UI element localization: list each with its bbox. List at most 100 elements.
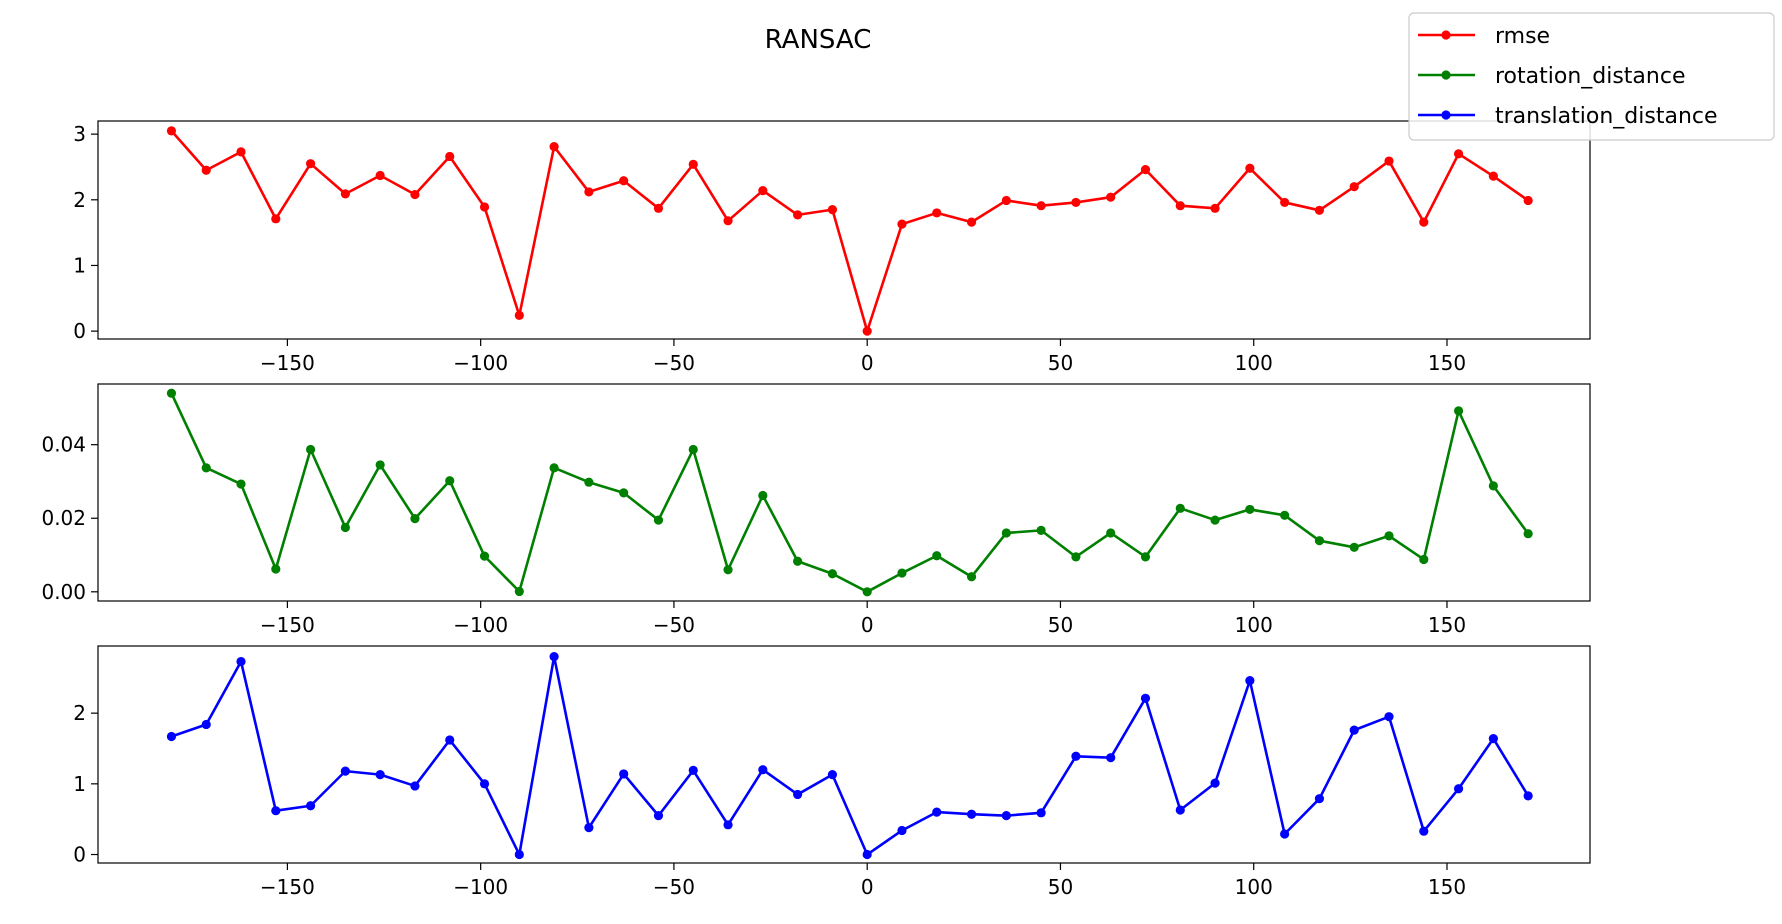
y-tick-label: 0 (73, 843, 86, 867)
data-point-translation_distance (897, 825, 907, 836)
x-tick-label: −50 (653, 875, 695, 899)
data-point-translation_distance (375, 770, 385, 780)
legend: rmse rotation_distance translation_distanc… (1408, 12, 1775, 141)
data-point-rmse (410, 189, 420, 200)
data-point-rotation_distance (1071, 552, 1081, 562)
legend-label-rotation_distance: rotation_distance (1495, 64, 1686, 89)
data-point-rmse (1314, 205, 1325, 215)
data-point-rmse (584, 187, 594, 197)
data-point-rotation_distance (1384, 531, 1394, 541)
data-point-rmse (723, 216, 733, 226)
data-point-rotation_distance (201, 463, 211, 473)
data-point-rmse (1488, 171, 1498, 181)
data-point-rotation_distance (584, 477, 594, 487)
data-point-rmse (1175, 201, 1185, 211)
data-point-rotation_distance (758, 490, 768, 501)
data-point-translation_distance (1384, 712, 1394, 722)
series-line-rmse (170, 129, 1529, 333)
subplot-rmse: 0 1 2 3 −150 −100 −50 0 50 100 150 (73, 120, 1591, 375)
series-line-translation_distance (171, 655, 1530, 856)
data-point-rotation_distance (271, 564, 281, 574)
data-point-rotation_distance (1419, 554, 1429, 565)
x-tick-label: −100 (453, 351, 508, 375)
data-point-translation_distance (1210, 778, 1220, 788)
data-point-translation_distance (340, 766, 350, 776)
x-tick-label: 0 (861, 351, 874, 375)
data-point-translation_distance (966, 809, 977, 819)
legend-box (1408, 12, 1775, 141)
data-point-translation_distance (619, 769, 629, 779)
data-point-rotation_distance (1314, 536, 1325, 546)
data-point-rotation_distance (827, 569, 838, 579)
data-point-rmse (514, 310, 524, 320)
x-tick-label: 50 (1048, 875, 1073, 899)
data-point-rmse (375, 170, 385, 181)
data-point-translation_distance (1349, 725, 1359, 735)
data-point-rmse (653, 203, 664, 213)
data-point-rotation_distance (1453, 406, 1464, 416)
data-point-translation_distance (1071, 751, 1081, 761)
data-point-rotation_distance (1488, 481, 1498, 491)
data-point-rotation_distance (1001, 528, 1011, 538)
data-point-rmse (793, 210, 803, 220)
data-point-translation_distance (236, 656, 246, 667)
data-point-translation_distance (1001, 811, 1011, 821)
data-point-rotation_distance (1036, 525, 1046, 535)
data-point-rotation_distance (445, 476, 455, 486)
y-tick-label: 0.02 (41, 506, 86, 530)
data-point-rmse (236, 147, 246, 157)
data-point-rmse (305, 159, 316, 169)
data-point-rotation_distance (166, 388, 177, 398)
data-point-rotation_distance (340, 522, 350, 533)
data-point-rmse (862, 326, 872, 336)
y-tick-label: 1 (73, 253, 86, 277)
y-tick-label: 1 (73, 772, 86, 796)
data-point-rotation_distance (688, 444, 698, 455)
legend-marker-translation_distance (1441, 110, 1451, 120)
data-point-rotation_distance (410, 514, 420, 524)
data-point-translation_distance (1140, 693, 1151, 703)
data-point-translation_distance (1175, 805, 1185, 815)
data-point-rotation_distance (793, 556, 803, 566)
data-point-translation_distance (1280, 829, 1290, 839)
data-point-rotation_distance (1175, 503, 1185, 513)
data-point-rotation_distance (1106, 528, 1116, 538)
data-point-rmse (1245, 163, 1255, 173)
data-point-rotation_distance (1210, 515, 1220, 525)
data-point-rmse (271, 214, 281, 224)
data-point-rotation_distance (375, 460, 385, 470)
data-point-rmse (549, 142, 559, 152)
data-point-translation_distance (514, 849, 524, 860)
x-tick-label: 150 (1428, 351, 1466, 375)
data-point-rotation_distance (932, 551, 942, 561)
data-point-translation_distance (1245, 676, 1255, 686)
data-point-rmse (479, 202, 490, 212)
data-point-translation_distance (1036, 808, 1046, 818)
data-point-rotation_distance (653, 515, 664, 525)
data-point-rmse (1419, 217, 1429, 227)
data-point-rmse (758, 186, 768, 196)
data-point-rotation_distance (1245, 504, 1255, 515)
data-point-rotation_distance (549, 463, 559, 473)
data-point-rmse (445, 151, 455, 162)
plot-frame (97, 645, 1591, 864)
x-tick-label: 150 (1428, 875, 1466, 899)
data-point-rmse (1349, 182, 1359, 192)
data-point-rmse (1036, 201, 1046, 211)
data-point-rmse (619, 176, 629, 186)
y-tick-label: 0.00 (41, 580, 86, 604)
x-tick-label: −50 (653, 613, 695, 637)
data-point-translation_distance (166, 731, 177, 742)
data-point-translation_distance (793, 789, 803, 800)
x-tick-label: 50 (1048, 351, 1073, 375)
data-point-rmse (1140, 164, 1151, 175)
data-point-rmse (1280, 197, 1290, 208)
data-point-translation_distance (1419, 826, 1429, 836)
plot-frame (97, 120, 1591, 340)
data-point-rmse (966, 217, 977, 227)
data-point-translation_distance (1314, 794, 1325, 804)
data-point-rotation_distance (897, 568, 907, 578)
y-tick-label: 2 (73, 701, 86, 725)
data-point-translation_distance (271, 806, 281, 816)
